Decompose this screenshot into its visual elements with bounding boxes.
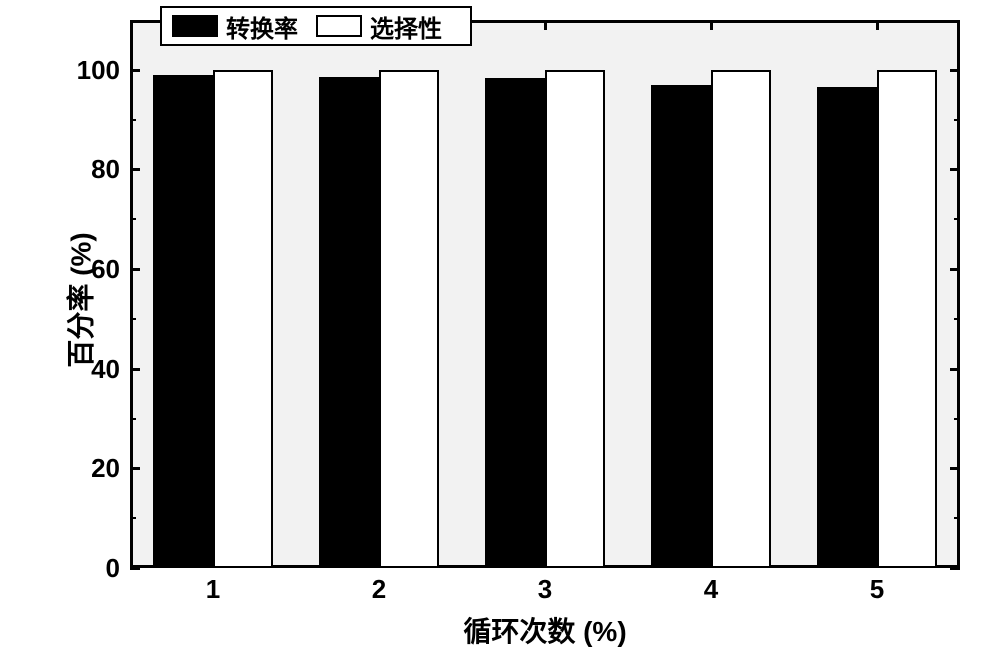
y-minor-tick-mark [130, 318, 136, 320]
legend-item: 选择性 [316, 9, 442, 44]
y-minor-tick-mark [130, 119, 136, 121]
y-tick-mark [130, 69, 140, 72]
y-tick-mark [130, 567, 140, 570]
x-tick-label: 2 [349, 574, 409, 605]
y-minor-tick-mark-right [954, 517, 960, 519]
bar [545, 70, 605, 568]
y-minor-tick-mark [130, 218, 136, 220]
x-tick-label: 5 [847, 574, 907, 605]
bar [379, 70, 439, 568]
y-tick-mark-right [950, 69, 960, 72]
y-tick-label: 20 [60, 453, 120, 484]
legend-item: 转换率 [172, 9, 298, 44]
bar [817, 87, 877, 568]
y-tick-label: 80 [60, 154, 120, 185]
y-tick-mark-right [950, 467, 960, 470]
x-tick-mark-top [710, 20, 713, 30]
legend-label: 选择性 [370, 9, 442, 44]
y-minor-tick-mark [130, 418, 136, 420]
x-axis-title: 循环次数 (%) [395, 610, 695, 650]
y-tick-label: 40 [60, 354, 120, 385]
y-axis-title: 百分率 (%) [60, 232, 100, 367]
y-tick-mark [130, 368, 140, 371]
y-tick-mark-right [950, 168, 960, 171]
y-tick-label: 0 [60, 553, 120, 584]
bar [319, 77, 379, 568]
bar [213, 70, 273, 568]
bar [153, 75, 213, 568]
bar [651, 85, 711, 568]
y-tick-mark-right [950, 368, 960, 371]
bar [711, 70, 771, 568]
y-tick-label: 60 [60, 254, 120, 285]
bar [485, 78, 545, 568]
bar [877, 70, 937, 568]
legend-swatch [316, 15, 362, 37]
x-tick-mark-top [544, 20, 547, 30]
y-tick-label: 100 [60, 55, 120, 86]
x-tick-label: 1 [183, 574, 243, 605]
y-tick-mark [130, 268, 140, 271]
y-minor-tick-mark-right [954, 218, 960, 220]
legend: 转换率 选择性 [160, 6, 472, 46]
y-tick-mark [130, 168, 140, 171]
chart-container: 百分率 (%) 循环次数 (%) 0 20 40 60 80 100 1 2 3 4 5 转换率 选… [0, 0, 1000, 666]
y-minor-tick-mark [130, 517, 136, 519]
legend-swatch [172, 15, 218, 37]
y-minor-tick-mark-right [954, 418, 960, 420]
y-tick-mark [130, 467, 140, 470]
y-tick-mark-right [950, 268, 960, 271]
x-tick-mark-top [876, 20, 879, 30]
x-tick-label: 4 [681, 574, 741, 605]
legend-label: 转换率 [226, 9, 298, 44]
y-minor-tick-mark-right [954, 318, 960, 320]
y-minor-tick-mark-right [954, 119, 960, 121]
x-tick-label: 3 [515, 574, 575, 605]
y-tick-mark-right [950, 567, 960, 570]
